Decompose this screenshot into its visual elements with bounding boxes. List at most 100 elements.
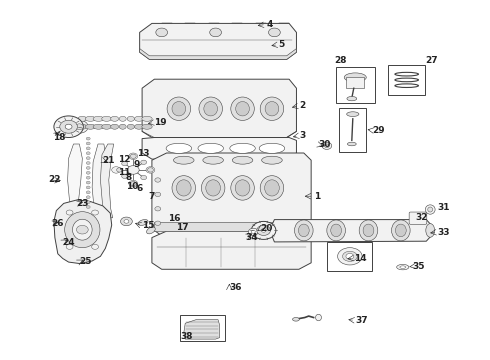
- Polygon shape: [92, 144, 107, 218]
- Polygon shape: [100, 144, 114, 218]
- Ellipse shape: [231, 176, 254, 200]
- Circle shape: [86, 176, 90, 179]
- Ellipse shape: [392, 220, 410, 241]
- Circle shape: [324, 144, 329, 148]
- Ellipse shape: [236, 102, 249, 116]
- Text: 36: 36: [229, 284, 242, 292]
- Circle shape: [129, 180, 138, 187]
- Ellipse shape: [395, 224, 406, 237]
- Ellipse shape: [119, 116, 126, 121]
- Circle shape: [117, 168, 122, 172]
- Circle shape: [251, 230, 255, 233]
- Text: 23: 23: [76, 199, 89, 208]
- Circle shape: [86, 147, 90, 150]
- Circle shape: [86, 162, 90, 165]
- Ellipse shape: [343, 251, 357, 261]
- Text: 26: 26: [51, 219, 64, 228]
- Text: 35: 35: [413, 262, 425, 271]
- Bar: [346, 77, 364, 88]
- Text: 38: 38: [180, 332, 193, 341]
- Ellipse shape: [316, 314, 321, 321]
- Ellipse shape: [172, 176, 196, 200]
- Circle shape: [86, 186, 90, 189]
- Circle shape: [86, 196, 90, 199]
- Circle shape: [86, 191, 90, 194]
- Ellipse shape: [134, 116, 144, 121]
- Circle shape: [130, 154, 136, 158]
- Circle shape: [86, 181, 90, 184]
- Text: 4: 4: [266, 20, 272, 29]
- Text: 29: 29: [372, 126, 385, 135]
- Ellipse shape: [260, 97, 284, 120]
- Ellipse shape: [134, 124, 144, 129]
- Polygon shape: [68, 144, 82, 211]
- Text: 8: 8: [126, 173, 132, 181]
- Text: 17: 17: [176, 223, 189, 233]
- Text: 16: 16: [168, 214, 180, 223]
- Text: 10: 10: [126, 181, 139, 191]
- Ellipse shape: [147, 227, 155, 234]
- Ellipse shape: [346, 112, 359, 116]
- Circle shape: [66, 210, 73, 215]
- Ellipse shape: [400, 266, 406, 269]
- Ellipse shape: [425, 205, 435, 214]
- Ellipse shape: [293, 318, 299, 321]
- Ellipse shape: [102, 124, 111, 129]
- Ellipse shape: [172, 102, 186, 116]
- Ellipse shape: [298, 224, 309, 237]
- Ellipse shape: [111, 124, 119, 129]
- Text: 34: 34: [245, 233, 258, 242]
- Circle shape: [86, 166, 90, 169]
- Bar: [154, 222, 309, 231]
- Text: 31: 31: [437, 203, 450, 212]
- Text: 5: 5: [278, 40, 285, 49]
- Ellipse shape: [426, 224, 435, 237]
- Ellipse shape: [331, 224, 342, 237]
- Ellipse shape: [85, 124, 96, 129]
- Circle shape: [112, 167, 121, 173]
- Ellipse shape: [173, 156, 194, 164]
- Circle shape: [129, 153, 138, 159]
- Text: 33: 33: [437, 228, 450, 237]
- Ellipse shape: [204, 102, 218, 116]
- Circle shape: [86, 152, 90, 155]
- Circle shape: [71, 120, 88, 133]
- Text: 6: 6: [136, 184, 143, 193]
- Ellipse shape: [347, 96, 357, 101]
- Ellipse shape: [265, 180, 279, 196]
- Circle shape: [76, 225, 88, 234]
- Ellipse shape: [265, 102, 279, 116]
- Circle shape: [141, 175, 147, 180]
- Circle shape: [86, 171, 90, 174]
- Text: 30: 30: [318, 140, 331, 149]
- Circle shape: [146, 167, 155, 173]
- Circle shape: [147, 168, 153, 172]
- Ellipse shape: [259, 143, 285, 153]
- Text: 11: 11: [118, 168, 130, 177]
- Ellipse shape: [397, 264, 409, 270]
- Text: 32: 32: [416, 213, 428, 222]
- Circle shape: [86, 137, 90, 140]
- Ellipse shape: [232, 156, 253, 164]
- Circle shape: [155, 192, 161, 197]
- Text: 19: 19: [154, 118, 167, 127]
- Circle shape: [248, 228, 258, 235]
- Circle shape: [121, 217, 132, 226]
- Circle shape: [155, 207, 161, 211]
- Ellipse shape: [176, 180, 191, 196]
- Circle shape: [65, 124, 72, 129]
- Ellipse shape: [344, 73, 367, 82]
- Circle shape: [86, 206, 90, 208]
- Circle shape: [86, 157, 90, 159]
- Polygon shape: [140, 23, 296, 59]
- Ellipse shape: [327, 220, 345, 241]
- Circle shape: [141, 160, 147, 165]
- Polygon shape: [142, 138, 296, 159]
- Ellipse shape: [85, 116, 96, 121]
- Ellipse shape: [359, 220, 378, 241]
- FancyBboxPatch shape: [327, 242, 372, 271]
- Text: 1: 1: [314, 192, 320, 201]
- Circle shape: [124, 220, 129, 223]
- FancyBboxPatch shape: [336, 67, 375, 103]
- Circle shape: [130, 181, 136, 186]
